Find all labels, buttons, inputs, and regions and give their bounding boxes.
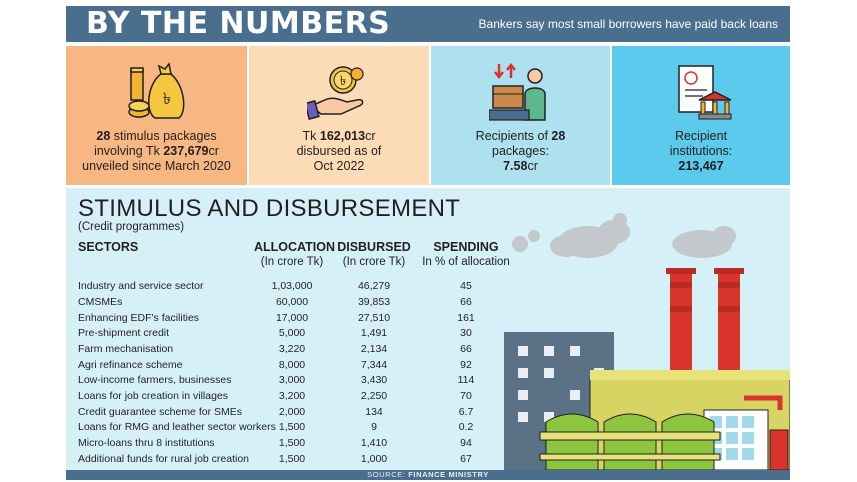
- stat-card-packages: ৳ 28 stimulus packages involving Tk 237,…: [66, 46, 247, 185]
- column-subheader-disbursed: (In crore Tk): [342, 256, 406, 268]
- column-header-spending: SPENDING: [433, 240, 499, 254]
- stat-card-institutions: Recipient institutions: 213,467: [612, 46, 790, 185]
- source-value: FINANCE MINISTRY: [408, 470, 489, 479]
- delivery-recipient-icon: [488, 62, 546, 121]
- source-footer: SOURCE: FINANCE MINISTRY: [66, 470, 790, 480]
- stat-card-recipients: Recipients of 28 packages: 7.58cr: [431, 46, 610, 185]
- bank-document-icon: [678, 65, 732, 120]
- column-header-allocation: ALLOCATION: [254, 240, 336, 254]
- chimneys: [666, 268, 744, 380]
- storage-tanks: [539, 413, 721, 470]
- header-bar: BY THE NUMBERS Bankers say most small bo…: [66, 6, 790, 42]
- page-title: BY THE NUMBERS: [86, 6, 391, 41]
- infographic: BY THE NUMBERS Bankers say most small bo…: [66, 6, 790, 480]
- money-bag-icon: ৳: [127, 62, 184, 119]
- column-header-disbursed: DISBURSED: [337, 240, 411, 254]
- section-subtitle: (Credit programmes): [78, 221, 185, 233]
- coins-hand-icon: ৳: [307, 66, 364, 120]
- smoke-cloud: [512, 213, 736, 258]
- svg-text:৳: ৳: [340, 74, 346, 89]
- stat-text: Recipients of 28 packages: 7.58cr: [475, 129, 566, 173]
- stat-text: 28 stimulus packages involving Tk 237,67…: [82, 129, 231, 173]
- column-header-sectors: SECTORS: [78, 240, 139, 254]
- factory-illustration: [504, 213, 790, 470]
- stat-card-disbursed: ৳ Tk 162,013cr disbursed as of Oct 2022: [249, 46, 429, 185]
- svg-text:৳: ৳: [163, 89, 171, 108]
- section-title: STIMULUS AND DISBURSEMENT: [78, 195, 461, 222]
- stat-text: Tk 162,013cr disbursed as of Oct 2022: [296, 129, 382, 173]
- disbursement-panel: STIMULUS AND DISBURSEMENT (Credit progra…: [66, 188, 790, 470]
- column-subheader-spending: In % of allocation: [422, 256, 510, 268]
- source-label: SOURCE:: [367, 470, 409, 479]
- page-subtitle: Bankers say most small borrowers have pa…: [478, 17, 778, 31]
- column-subheader-allocation: (In crore Tk): [260, 256, 324, 268]
- stat-text: Recipient institutions: 213,467: [669, 129, 733, 173]
